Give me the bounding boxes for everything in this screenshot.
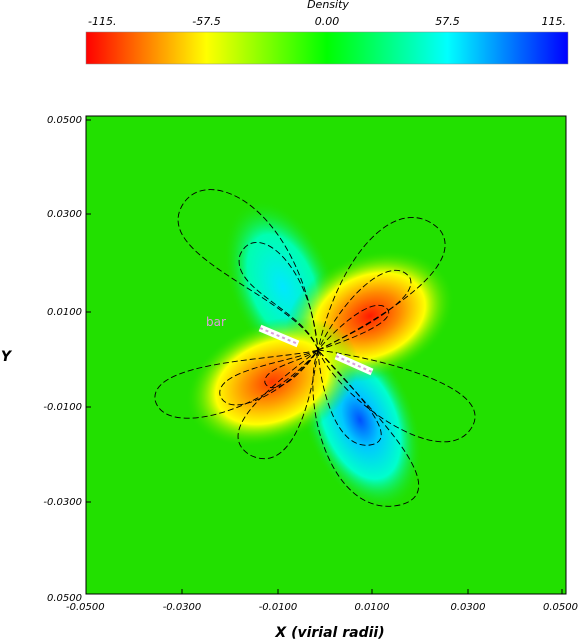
colorbar-tick-label: 115. [542,15,567,28]
y-tick-label: -0.0300 [43,497,82,508]
y-axis-title: Y [1,349,13,365]
x-axis-title: X (virial radii) [274,625,384,641]
y-tick-label: -0.0100 [43,402,82,413]
x-tick-label: -0.0500 [66,602,105,613]
y-tick-labels: 0.0500 0.0300 0.0100 -0.0100 -0.0300 0.0500 [43,115,91,604]
y-tick-label: 0.0300 [47,209,82,220]
x-tick-label: 0.0500 [543,602,578,613]
contour-lines [154,189,476,507]
y-tick-label: 0.0500 [47,593,82,604]
y-tick-label: 0.0500 [47,115,82,126]
x-tick-label: 0.0300 [451,602,486,613]
colorbar-title: Density [307,0,349,11]
bar-annotation: bar [206,315,226,329]
bar-markers [258,324,374,376]
x-tick-label: -0.0100 [259,602,298,613]
plot-frame [85,115,567,595]
x-tick-label: 0.0100 [355,602,390,613]
colorbar-tick-label: 0.00 [315,15,340,28]
colorbar [85,31,569,65]
density-field: bar [154,189,476,511]
x-tick-labels: -0.0500 -0.0300 -0.0100 0.0100 0.0300 0.0500 [66,589,578,613]
colorbar-tick-label: -57.5 [192,15,220,28]
colorbar-tick-label: 57.5 [435,15,460,28]
colorbar-tick-labels: -115. -57.5 0.00 57.5 115. [88,15,566,28]
colorbar-tick-label: -115. [88,15,116,28]
x-tick-label: -0.0300 [163,602,202,613]
y-tick-label: 0.0100 [47,307,82,318]
